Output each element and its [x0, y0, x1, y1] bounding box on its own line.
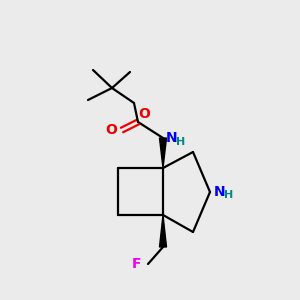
Text: H: H [224, 190, 233, 200]
Text: N: N [166, 131, 178, 145]
Polygon shape [160, 215, 167, 247]
Polygon shape [160, 138, 167, 168]
Text: O: O [138, 107, 150, 121]
Text: H: H [176, 137, 185, 147]
Text: N: N [214, 185, 226, 199]
Text: O: O [105, 123, 117, 137]
Text: F: F [131, 257, 141, 271]
